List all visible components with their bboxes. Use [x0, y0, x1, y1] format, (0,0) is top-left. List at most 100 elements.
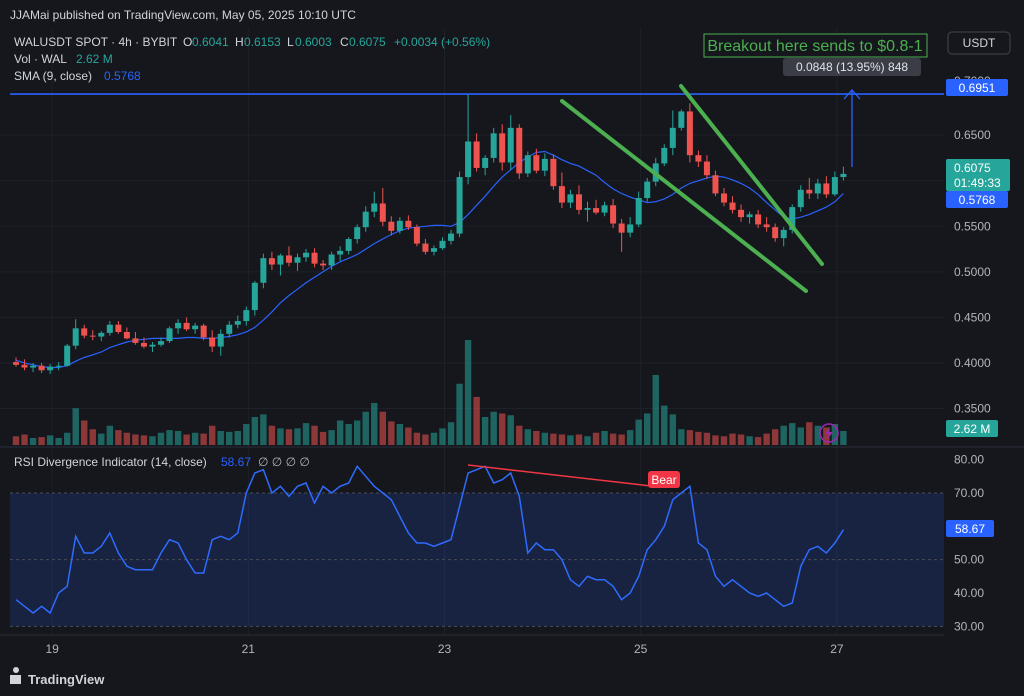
- price-tick-label: 0.3500: [954, 402, 991, 416]
- candle-body: [456, 177, 463, 234]
- candle-body: [183, 322, 190, 330]
- breakout-note-box[interactable]: [703, 33, 928, 58]
- candle-body: [593, 208, 600, 213]
- volume-bar: [319, 431, 327, 445]
- wedge-upper-trendline[interactable]: [679, 84, 824, 266]
- candle-body: [780, 229, 787, 239]
- candle-body: [746, 214, 753, 218]
- volume-bar: [38, 437, 45, 445]
- volume-bar: [729, 433, 736, 445]
- published-line: JJAMai published on TradingView.com, May…: [10, 8, 356, 22]
- rsi-line: [15, 464, 845, 615]
- volume-bar: [12, 436, 20, 445]
- price-change: +0.0034 (+0.56%): [394, 35, 490, 49]
- volume-bar: [831, 424, 839, 445]
- candle-body: [285, 255, 292, 263]
- rsi-legend-value: 58.67: [221, 455, 251, 469]
- time-axis[interactable]: 19 21 23 25 27: [45, 642, 843, 656]
- candle-body: [371, 203, 378, 212]
- volume-bar: [481, 417, 489, 445]
- candle-body: [618, 223, 625, 233]
- candle-body: [430, 248, 437, 252]
- candle-body: [115, 324, 122, 332]
- candle-body: [720, 193, 727, 203]
- candle-body: [806, 189, 813, 194]
- volume-bar: [243, 424, 250, 445]
- lightning-icon[interactable]: [819, 423, 839, 443]
- candle-body: [584, 208, 591, 210]
- candle-body: [140, 342, 147, 347]
- volume-bar: [601, 431, 608, 445]
- candle-body: [166, 328, 173, 342]
- tradingview-logo[interactable]: TradingView: [10, 667, 105, 687]
- volume-bar: [430, 432, 438, 445]
- candle-body: [192, 325, 199, 330]
- candle-body: [388, 221, 395, 231]
- candle-body: [610, 205, 617, 224]
- volume-bar: [191, 432, 199, 445]
- price-pane[interactable]: Breakout here sends to $0.8-1 0.0848 (13…: [0, 28, 944, 635]
- measure-label: 0.0848 (13.95%) 848: [796, 60, 908, 74]
- candle-body: [413, 227, 420, 244]
- volume-bar: [89, 429, 96, 445]
- candle-body: [123, 331, 130, 339]
- rsi-pane[interactable]: Bear: [10, 464, 944, 627]
- wedge-lower-trendline[interactable]: [560, 99, 808, 293]
- volume-bar: [771, 429, 779, 445]
- volume-bar: [72, 408, 79, 445]
- candle-body: [21, 364, 28, 368]
- volume-bar: [106, 425, 114, 445]
- volume-bar: [123, 432, 131, 445]
- candle-body: [695, 155, 702, 162]
- candle-body: [260, 258, 267, 283]
- candle-body: [38, 365, 45, 371]
- volume-bar: [652, 375, 659, 445]
- candle-body: [55, 365, 62, 367]
- candle-body: [243, 310, 250, 322]
- price-tick-label: 0.4000: [954, 356, 991, 370]
- symbol-title: WALUSDT SPOT · 4h · BYBIT: [14, 35, 178, 49]
- candle-body: [294, 257, 301, 263]
- volume-bar: [260, 414, 267, 445]
- tradingview-logo-dot: [13, 667, 19, 673]
- candle-body: [635, 198, 642, 225]
- volume-bar: [336, 420, 344, 445]
- volume-bars: [12, 340, 847, 445]
- volume-bar: [217, 431, 224, 445]
- resistance-price-text: 0.6951: [959, 81, 996, 95]
- ohlc-low-value: 0.6003: [295, 35, 332, 49]
- volume-bar: [29, 438, 37, 445]
- volume-bar: [635, 419, 642, 445]
- volume-bar: [55, 438, 62, 445]
- volume-bar: [140, 435, 148, 445]
- candle-body: [345, 239, 352, 251]
- ohlc-high-value: 0.6153: [244, 35, 281, 49]
- volume-bar: [806, 422, 813, 445]
- volume-legend-value: 2.62 M: [76, 52, 113, 66]
- volume-bar: [661, 405, 668, 445]
- candle-body: [738, 209, 745, 218]
- candle-body: [311, 252, 318, 264]
- candle-body: [175, 322, 182, 329]
- volume-bar: [464, 340, 472, 445]
- candle-body: [217, 333, 224, 347]
- candle-body: [200, 325, 207, 338]
- countdown-text: 01:49:33: [954, 176, 1001, 190]
- volume-bar: [268, 425, 276, 445]
- candle-body: [490, 133, 497, 158]
- volume-bar: [644, 413, 651, 445]
- rsi-value-text: 58.67: [955, 522, 985, 536]
- candle-body: [516, 127, 523, 174]
- currency-button[interactable]: [947, 31, 1011, 55]
- candle-body: [268, 258, 275, 265]
- volume-bar: [609, 433, 617, 445]
- last-price-text: 0.6075: [954, 161, 991, 175]
- candle-body: [396, 220, 403, 231]
- sma-line: [15, 150, 844, 369]
- candle-body: [575, 194, 582, 210]
- rsi-tick-label: 70.00: [954, 486, 984, 500]
- volume-bar: [797, 427, 804, 445]
- sma-legend-label: SMA (9, close): [14, 69, 92, 83]
